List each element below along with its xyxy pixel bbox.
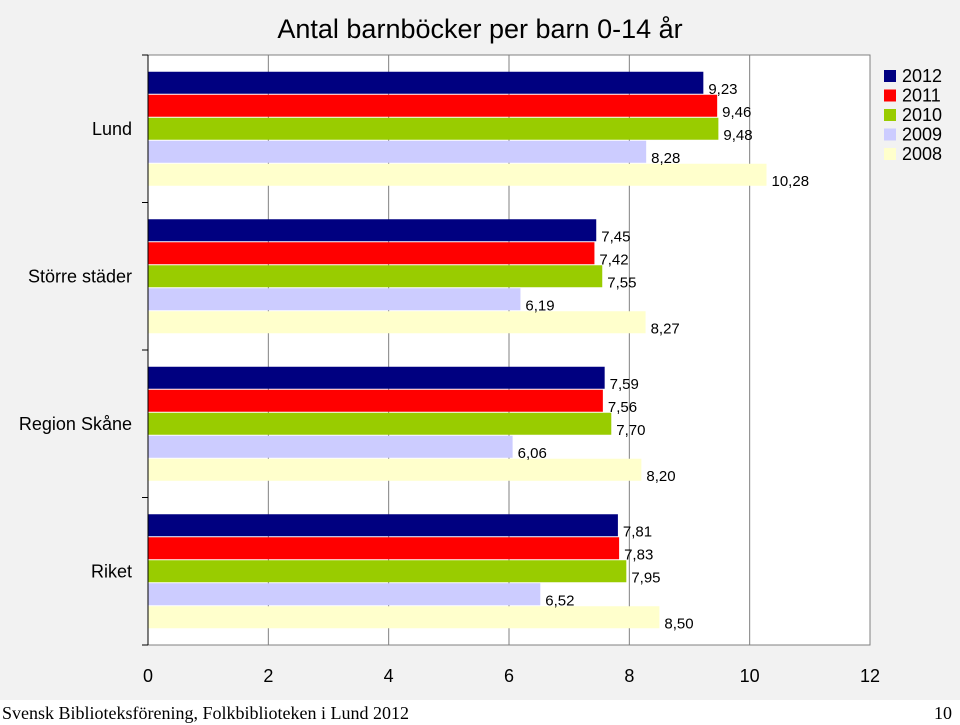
data-label: 7,70 xyxy=(616,422,645,439)
legend-label: 2009 xyxy=(902,125,942,145)
category-label: Större städer xyxy=(28,266,132,286)
bar xyxy=(148,242,595,265)
category-label: Riket xyxy=(91,561,132,581)
bar xyxy=(148,71,704,94)
legend-swatch xyxy=(884,109,896,121)
bar xyxy=(148,560,627,583)
data-label: 7,59 xyxy=(610,376,639,393)
data-label: 8,28 xyxy=(651,150,680,167)
bar xyxy=(148,606,660,629)
data-label: 6,19 xyxy=(525,297,554,314)
bars xyxy=(148,71,767,629)
bar xyxy=(148,537,620,560)
data-label: 7,81 xyxy=(623,523,652,540)
bar xyxy=(148,219,597,242)
x-tick-label: 4 xyxy=(384,666,394,686)
data-label: 7,45 xyxy=(601,228,630,245)
x-tick-label: 12 xyxy=(860,666,880,686)
data-label: 9,48 xyxy=(723,127,752,144)
data-label: 8,20 xyxy=(646,468,675,485)
legend-label: 2010 xyxy=(902,105,942,125)
page-number: 10 xyxy=(934,703,952,723)
bar xyxy=(148,435,513,458)
data-label: 6,06 xyxy=(518,445,547,462)
bar xyxy=(148,366,605,389)
bar xyxy=(148,265,603,288)
legend-swatch xyxy=(884,148,896,160)
footer-source: Svensk Biblioteksförening, Folkbibliotek… xyxy=(2,703,409,723)
x-tick-label: 10 xyxy=(740,666,760,686)
data-label: 7,95 xyxy=(631,569,660,586)
bar xyxy=(148,412,612,435)
data-label: 7,56 xyxy=(608,399,637,416)
data-label: 8,50 xyxy=(664,615,693,632)
legend-label: 2011 xyxy=(902,86,941,106)
x-tick-label: 0 xyxy=(143,666,153,686)
bar xyxy=(148,458,642,481)
data-label: 7,42 xyxy=(599,251,628,268)
bar xyxy=(148,514,618,537)
legend-label: 2008 xyxy=(902,144,942,164)
data-label: 9,23 xyxy=(708,81,737,98)
axes: Lund Större städer Region Skåne Riket 0 2 4 6 8 1… xyxy=(19,54,880,686)
x-tick-label: 2 xyxy=(263,666,273,686)
bar xyxy=(148,163,767,186)
bar xyxy=(148,94,718,117)
bar xyxy=(148,583,541,606)
legend-swatch xyxy=(884,128,896,141)
category-label: Region Skåne xyxy=(19,414,132,434)
x-tick-label: 6 xyxy=(504,666,514,686)
data-label: 10,28 xyxy=(772,173,810,190)
x-tick-label: 8 xyxy=(624,666,634,686)
bar xyxy=(148,117,719,140)
chart-title: Antal barnböcker per barn 0-14 år xyxy=(277,14,682,44)
bar xyxy=(148,389,603,412)
legend-swatch xyxy=(884,89,896,102)
legend-label: 2012 xyxy=(902,66,942,86)
data-label: 9,46 xyxy=(722,104,751,121)
data-labels: 9,23 9,46 9,48 8,28 10,28 7,45 7,42 7,55 6,19 8,2… xyxy=(518,81,809,633)
bar xyxy=(148,311,646,334)
bar xyxy=(148,288,521,311)
category-label: Lund xyxy=(92,119,132,139)
data-label: 6,52 xyxy=(545,592,574,609)
legend-swatch xyxy=(884,70,896,82)
data-label: 7,55 xyxy=(607,274,636,291)
data-label: 7,83 xyxy=(624,546,653,563)
bar xyxy=(148,140,647,163)
data-label: 8,27 xyxy=(651,320,680,337)
